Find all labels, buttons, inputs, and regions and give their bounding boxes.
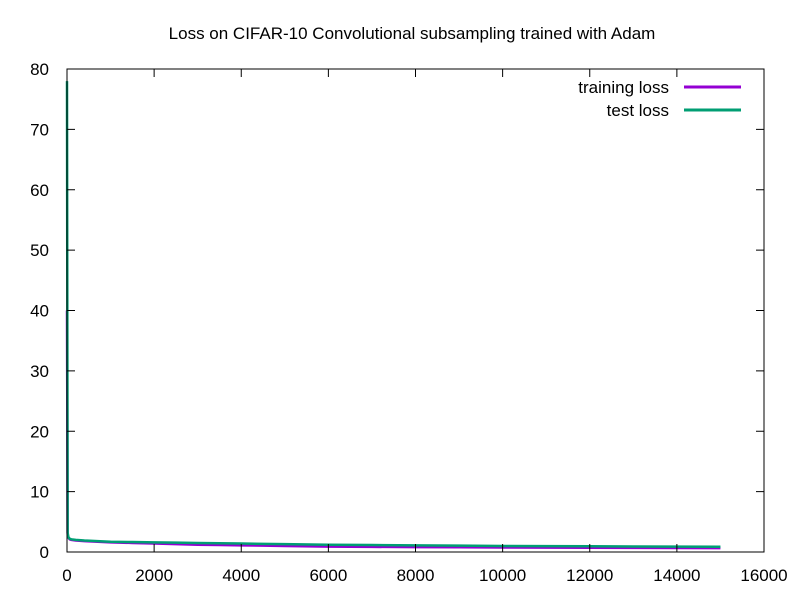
x-tick-label: 2000: [135, 566, 173, 585]
x-tick-label: 16000: [740, 566, 787, 585]
x-tick-label: 10000: [479, 566, 526, 585]
x-tick-label: 4000: [222, 566, 260, 585]
y-tick-label: 50: [30, 241, 49, 260]
y-axis: 0 10 20 30 40 50 60 70 80: [30, 60, 764, 562]
chart-title: Loss on CIFAR-10 Convolutional subsampli…: [169, 24, 656, 43]
x-tick-label: 6000: [309, 566, 347, 585]
y-tick-label: 70: [30, 120, 49, 139]
y-tick-label: 20: [30, 422, 49, 441]
legend-label: test loss: [607, 101, 669, 120]
plot-frame: [66, 68, 765, 553]
y-tick-label: 80: [30, 60, 49, 79]
x-tick-label: 14000: [653, 566, 700, 585]
y-tick-label: 40: [30, 302, 49, 321]
training-loss-line: [65, 310, 721, 550]
x-axis: 0 2000 4000 6000 8000 10000 12000 14000 16000: [62, 69, 788, 585]
y-tick-label: 30: [30, 362, 49, 381]
x-tick-label: 8000: [397, 566, 435, 585]
legend: training loss test loss: [578, 78, 741, 120]
y-tick-label: 0: [40, 543, 49, 562]
x-tick-label: 0: [62, 566, 71, 585]
y-tick-label: 60: [30, 181, 49, 200]
y-tick-label: 10: [30, 483, 49, 502]
test-loss-line: [65, 81, 721, 548]
x-tick-label: 12000: [566, 566, 613, 585]
series-layer: [65, 81, 721, 550]
legend-label: training loss: [578, 78, 669, 97]
